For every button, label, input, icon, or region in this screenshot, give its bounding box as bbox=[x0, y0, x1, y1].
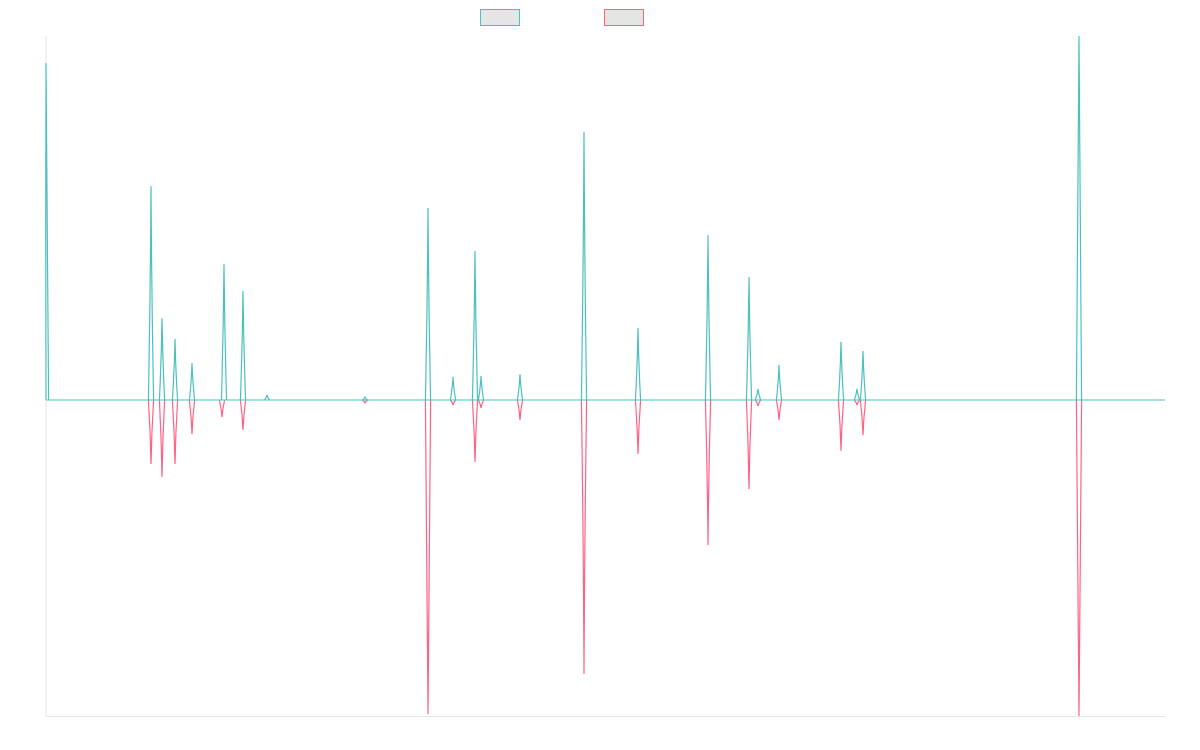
series-2-spike[interactable] bbox=[424, 400, 432, 715]
series-2 bbox=[46, 399, 1165, 717]
series-2-spike[interactable] bbox=[859, 399, 867, 436]
series-2-spike[interactable] bbox=[171, 399, 179, 465]
series-1-spike[interactable] bbox=[704, 235, 712, 401]
series-1-spike[interactable] bbox=[239, 290, 247, 401]
series-1-spike[interactable] bbox=[424, 207, 432, 401]
series-1-spike[interactable] bbox=[471, 250, 479, 401]
series-2-spike[interactable] bbox=[853, 399, 861, 406]
series-2-spike[interactable] bbox=[1075, 400, 1083, 717]
series-2-spike[interactable] bbox=[239, 399, 247, 431]
series-1-spike[interactable] bbox=[754, 388, 762, 401]
series-1-spike[interactable] bbox=[45, 63, 50, 401]
series-1-spike[interactable] bbox=[775, 364, 783, 401]
series-1-spike[interactable] bbox=[220, 264, 228, 401]
series-2-spike[interactable] bbox=[837, 399, 845, 451]
series-2-spike[interactable] bbox=[634, 399, 642, 455]
series-1-spike[interactable] bbox=[188, 363, 196, 401]
series-1-spike[interactable] bbox=[1075, 35, 1083, 401]
series-2-spike[interactable] bbox=[147, 399, 155, 465]
series-2-spike[interactable] bbox=[516, 399, 524, 420]
series-1-spike[interactable] bbox=[516, 374, 524, 401]
series-1-spike[interactable] bbox=[449, 376, 457, 401]
series-2-spike[interactable] bbox=[745, 399, 753, 490]
legend-swatch-series-2[interactable] bbox=[604, 9, 644, 26]
series-1-spike[interactable] bbox=[634, 327, 642, 401]
series-1-spike[interactable] bbox=[147, 186, 155, 401]
series-2-spike[interactable] bbox=[704, 399, 712, 546]
series-2-spike[interactable] bbox=[754, 399, 762, 407]
legend-swatch-series-1[interactable] bbox=[480, 9, 520, 26]
series-2-spike[interactable] bbox=[158, 399, 166, 478]
series-2-spike[interactable] bbox=[218, 399, 226, 418]
series-1 bbox=[45, 35, 1165, 401]
series-1-spike[interactable] bbox=[171, 339, 179, 401]
series-1-spike[interactable] bbox=[859, 351, 867, 401]
series-1-spike[interactable] bbox=[263, 394, 271, 401]
series-2-spike[interactable] bbox=[580, 400, 588, 674]
series-2-spike[interactable] bbox=[477, 399, 485, 409]
series-1-spike[interactable] bbox=[853, 388, 861, 401]
series-1-spike[interactable] bbox=[580, 132, 588, 401]
series-2-spike[interactable] bbox=[471, 399, 479, 462]
series-1-spike[interactable] bbox=[837, 341, 845, 401]
series-2-spike[interactable] bbox=[362, 399, 368, 405]
series-2-spike[interactable] bbox=[188, 399, 196, 435]
series-2-spike[interactable] bbox=[775, 399, 783, 420]
series-1-spike[interactable] bbox=[745, 277, 753, 401]
series-2-spike[interactable] bbox=[449, 399, 457, 406]
series-1-spike[interactable] bbox=[158, 318, 166, 401]
series-1-spike[interactable] bbox=[477, 375, 485, 401]
series-1-spike[interactable] bbox=[362, 395, 368, 401]
